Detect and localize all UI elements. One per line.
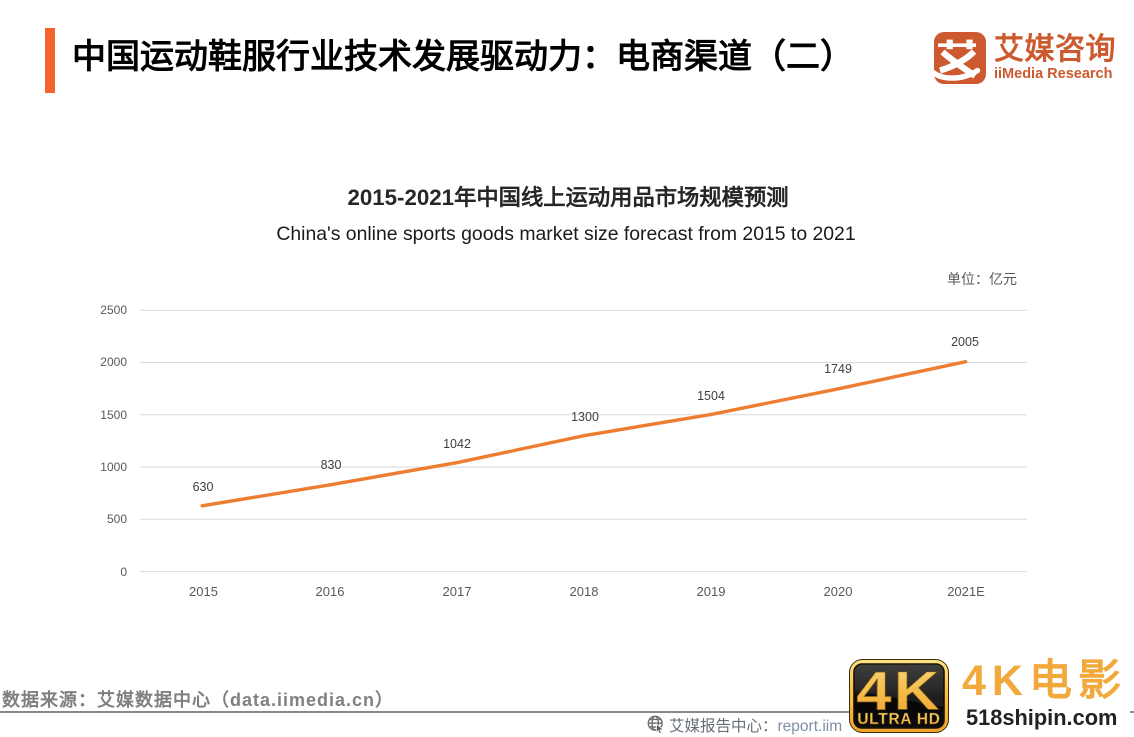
svg-text:ULTRA HD: ULTRA HD: [857, 711, 940, 728]
svg-text:4K: 4K: [856, 659, 941, 721]
